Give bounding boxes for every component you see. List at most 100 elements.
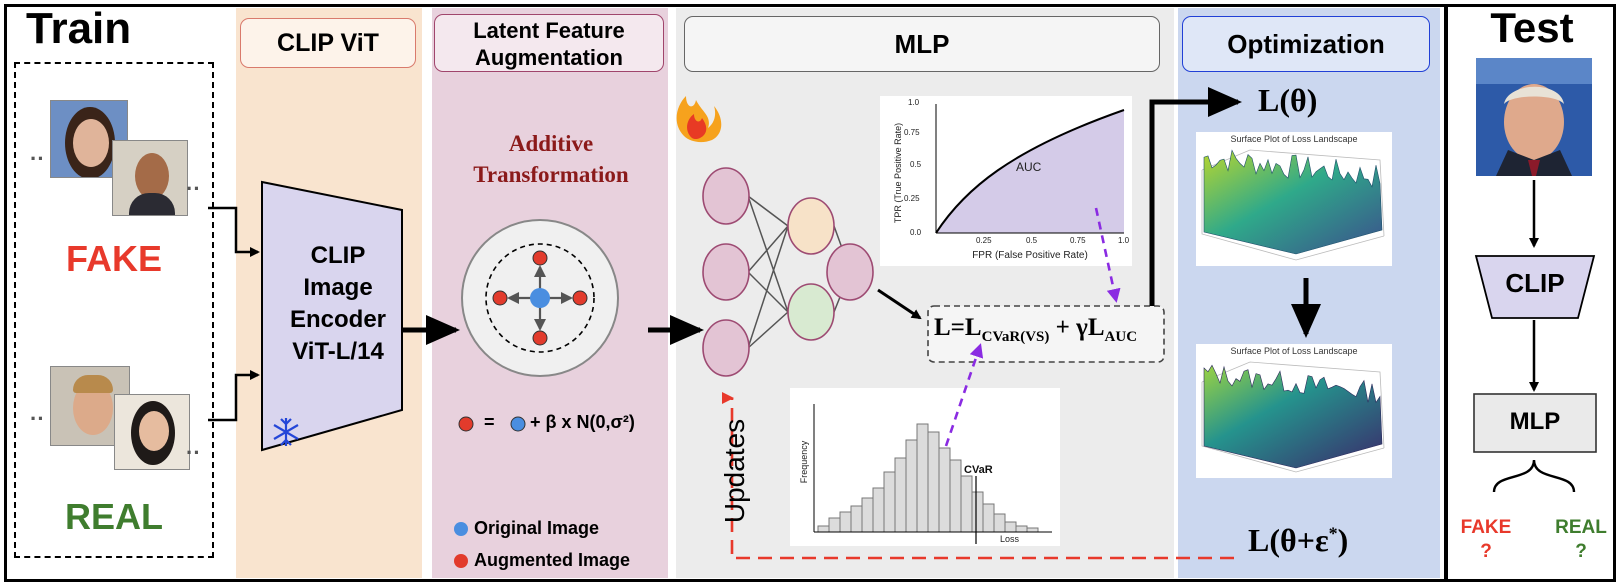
clip-encoder-line1: CLIP <box>310 242 366 269</box>
loss-eps-prefix: L(θ+ε <box>1248 522 1329 558</box>
test-real-output: REAL ? <box>1544 516 1618 564</box>
fake-face-thumbnail-2 <box>112 140 188 216</box>
histogram-bar <box>839 511 852 533</box>
mlp-connections <box>747 195 851 349</box>
additive-transformation-title: Additive Transformation <box>436 128 666 190</box>
hidden-neuron-2 <box>787 283 835 341</box>
legend-augmented-label: Augmented Image <box>474 550 631 570</box>
legend-original-dot <box>454 522 468 536</box>
test-clip-shape <box>1474 255 1596 319</box>
test-mlp-label: MLP <box>1509 408 1561 435</box>
test-output-brace <box>1492 459 1576 493</box>
roc-xtick-0.5: 0.5 <box>1026 236 1038 245</box>
roc-ytick-0.0: 0.0 <box>910 228 922 237</box>
histogram-bar <box>971 491 984 533</box>
fake-to-encoder-arrow <box>208 206 260 257</box>
loss-landscape-surface-flat <box>1203 364 1383 469</box>
histogram-bar <box>1004 521 1017 533</box>
train-title: Train <box>26 4 132 53</box>
hist-xlabel: Loss <box>1000 534 1020 544</box>
test-mlp-box <box>1473 393 1597 453</box>
more-dots-1: ·· <box>30 146 45 171</box>
original-feature-dot <box>530 288 550 308</box>
additive-line1: Additive <box>508 131 594 156</box>
histogram-bar <box>861 497 874 533</box>
roc-ytick-0.25: 0.25 <box>904 194 920 203</box>
real-label: REAL <box>65 496 163 537</box>
histogram-bar <box>916 423 929 533</box>
roc-xlabel: FPR (False Positive Rate) <box>972 250 1088 261</box>
histogram-bar <box>905 439 918 533</box>
formula-augmented-dot <box>458 416 474 432</box>
fake-face-thumbnail-1 <box>50 100 128 178</box>
real-face-thumbnail-2 <box>114 394 190 470</box>
fake-label: FAKE <box>65 238 162 279</box>
test-fake-label: FAKE <box>1460 517 1512 538</box>
hist-ylabel: Frequency <box>799 440 809 484</box>
auc-to-loss-arrow <box>1094 207 1121 303</box>
histogram-bar <box>938 447 951 533</box>
loss-theta: L(θ) <box>1258 82 1318 118</box>
augmentation-radius-circle <box>485 243 595 353</box>
histogram-bar <box>949 459 962 533</box>
clip-encoder-line4: ViT-L/14 <box>292 338 384 365</box>
histogram-bar <box>993 513 1006 533</box>
loss-formula-box <box>927 305 1165 363</box>
augmentation-header: Latent Feature Augmentation <box>434 14 664 72</box>
augmented-feature-dot-down <box>532 330 548 346</box>
plot-title-2: Surface Plot of Loss Landscape <box>1230 346 1358 356</box>
roc-xtick-0.75: 0.75 <box>1070 236 1086 245</box>
optimization-header: Optimization <box>1182 16 1430 72</box>
frozen-snowflake-icon <box>273 418 299 446</box>
roc-auc-label: AUC <box>1016 160 1042 174</box>
test-fake-q: ? <box>1480 541 1492 562</box>
hidden-neuron-1 <box>787 197 835 255</box>
loss-sub-auc: AUC <box>1104 329 1138 345</box>
additive-line2: Transformation <box>473 162 629 187</box>
augmented-feature-dot-up <box>532 250 548 266</box>
formula-equals: = <box>484 412 495 432</box>
loss-prefix: L=L <box>934 314 982 341</box>
input-neuron-1 <box>702 167 750 225</box>
histogram-bar <box>982 503 995 533</box>
test-real-label: REAL <box>1555 517 1607 538</box>
histogram-bar <box>872 487 885 533</box>
more-dots-3: ·· <box>30 406 45 431</box>
update-feedback-arrow <box>722 392 1234 560</box>
histogram-bar <box>960 475 973 533</box>
test-title: Test <box>1490 4 1574 51</box>
clip-encoder-line2: Image <box>303 274 373 301</box>
legend-augmented-dot <box>454 554 468 568</box>
histogram-bars <box>817 423 1039 533</box>
roc-xtick-1.0: 1.0 <box>1118 236 1130 245</box>
formula-original-dot <box>510 416 526 432</box>
histogram-bar <box>894 457 907 533</box>
clip-vit-header: CLIP ViT <box>240 18 416 68</box>
roc-ytick-0.5: 0.5 <box>910 160 922 169</box>
roc-ytick-1.0: 1.0 <box>908 98 920 107</box>
clip-encoder-line3: Encoder <box>289 306 387 333</box>
roc-auc-area <box>936 110 1124 233</box>
clip-encoder-shape <box>261 180 403 452</box>
histogram-bar <box>850 505 863 533</box>
test-fake-output: FAKE ? <box>1448 516 1524 564</box>
augmented-feature-dot-left <box>492 290 508 306</box>
augmentation-header-line1: Latent Feature <box>473 18 625 43</box>
histogram-bar <box>1015 525 1028 533</box>
mlp-to-loss-arrow <box>877 288 922 320</box>
output-neuron <box>826 243 874 301</box>
test-real-q: ? <box>1575 541 1587 562</box>
train-test-divider <box>1444 4 1448 582</box>
cvar-to-loss-arrow <box>944 343 984 447</box>
histogram-bar <box>883 471 896 533</box>
more-dots-2: ·· <box>186 176 201 201</box>
roc-xtick-0.25: 0.25 <box>976 236 992 245</box>
mlp-header: MLP <box>684 16 1160 72</box>
loss-landscape-surface-sharp <box>1203 149 1383 255</box>
input-neuron-3 <box>702 319 750 377</box>
test-clip-label: CLIP <box>1505 268 1565 298</box>
loss-eps-sup: * <box>1328 523 1338 544</box>
trainable-flame-icon <box>676 96 722 143</box>
clip-encoder-label: CLIP Image Encoder ViT-L/14 <box>268 240 408 368</box>
